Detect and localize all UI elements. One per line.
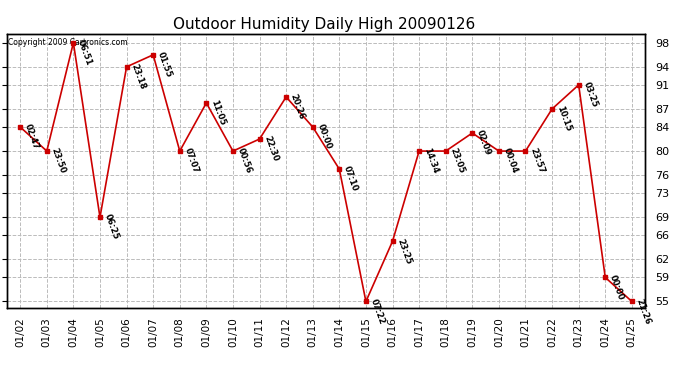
Text: 07:10: 07:10 bbox=[342, 165, 359, 193]
Text: 14:34: 14:34 bbox=[422, 147, 440, 175]
Text: 00:04: 00:04 bbox=[502, 147, 519, 175]
Text: 06:51: 06:51 bbox=[76, 39, 94, 67]
Text: 01:55: 01:55 bbox=[156, 51, 174, 79]
Text: 00:00: 00:00 bbox=[315, 123, 333, 151]
Text: 00:00: 00:00 bbox=[608, 273, 626, 301]
Text: 02:09: 02:09 bbox=[475, 129, 493, 157]
Text: 20:26: 20:26 bbox=[289, 93, 306, 121]
Text: 21:26: 21:26 bbox=[635, 297, 652, 326]
Text: 23:18: 23:18 bbox=[129, 63, 147, 91]
Text: 10:15: 10:15 bbox=[555, 105, 573, 133]
Text: 11:05: 11:05 bbox=[209, 99, 227, 127]
Text: Copyright 2009 Cartronics.com: Copyright 2009 Cartronics.com bbox=[8, 38, 128, 47]
Text: 22:30: 22:30 bbox=[262, 135, 280, 163]
Text: 23:57: 23:57 bbox=[529, 147, 546, 175]
Text: 07:22: 07:22 bbox=[368, 297, 386, 326]
Text: Outdoor Humidity Daily High 20090126: Outdoor Humidity Daily High 20090126 bbox=[173, 17, 475, 32]
Text: 23:50: 23:50 bbox=[50, 147, 67, 175]
Text: 00:56: 00:56 bbox=[236, 147, 253, 175]
Text: 23:25: 23:25 bbox=[395, 237, 413, 266]
Text: 23:05: 23:05 bbox=[448, 147, 466, 175]
Text: 07:07: 07:07 bbox=[183, 147, 200, 175]
Text: 02:47: 02:47 bbox=[23, 123, 41, 151]
Text: 03:25: 03:25 bbox=[582, 81, 599, 109]
Text: 06:25: 06:25 bbox=[103, 213, 120, 241]
